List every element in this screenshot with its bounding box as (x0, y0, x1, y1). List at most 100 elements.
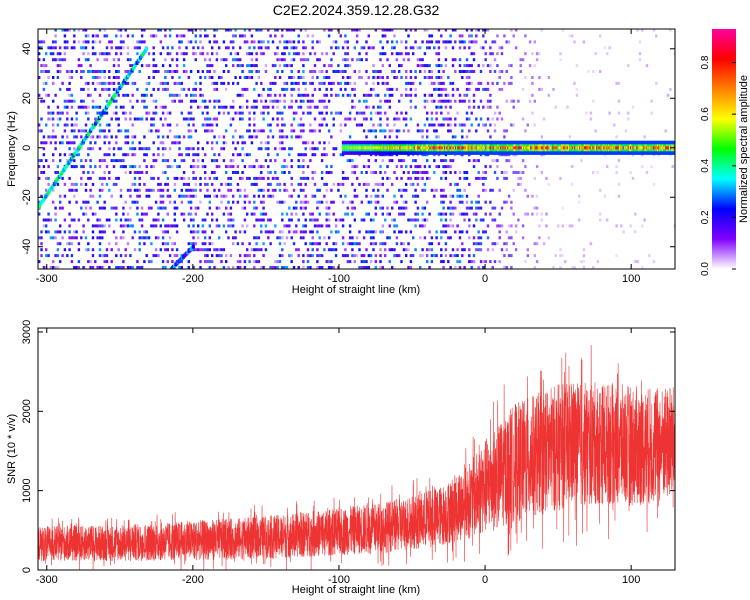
heatmap-cell (199, 87, 202, 91)
heatmap-cell (475, 248, 478, 252)
heatmap-cell (194, 40, 197, 44)
heatmap-cell (38, 176, 41, 180)
heatmap-cell (180, 159, 183, 163)
heatmap-cell (538, 76, 541, 79)
heatmap-cell (204, 260, 207, 264)
heatmap-cell (185, 70, 188, 73)
heatmap-cell (423, 182, 427, 186)
heatmap-cell (185, 147, 188, 151)
heatmap-cell (173, 135, 176, 139)
heatmap-cell (344, 176, 347, 180)
heatmap-cell (204, 248, 207, 252)
heatmap-cell (302, 40, 305, 44)
heatmap-cell (456, 87, 459, 91)
heatmap-cell (447, 76, 450, 79)
heatmap-cell (465, 171, 469, 174)
heatmap-cell (194, 81, 197, 85)
heatmap-cell (444, 165, 448, 169)
heatmap-cell (458, 58, 462, 62)
heatmap-cell (444, 40, 448, 44)
heatmap-cell (248, 135, 251, 139)
heatmap-cell (80, 159, 83, 163)
heatmap-cell (150, 188, 153, 192)
feature-line (514, 146, 517, 150)
heatmap-cell (63, 29, 67, 32)
heatmap-cell (208, 242, 211, 246)
feature-line (464, 146, 467, 150)
heatmap-cell (365, 260, 368, 264)
heatmap-cell (140, 93, 144, 97)
feature-line (440, 146, 443, 150)
heatmap-cell (288, 153, 291, 157)
heatmap-cell (510, 236, 513, 240)
heatmap-cell (402, 58, 406, 62)
heatmap-cell (150, 176, 153, 180)
heatmap-cell (351, 159, 354, 163)
heatmap-cell (493, 129, 497, 133)
heatmap-cell (173, 206, 176, 210)
heatmap-cell (98, 224, 102, 228)
heatmap-cell (327, 212, 331, 216)
heatmap-cell (617, 194, 621, 198)
heatmap-cell (426, 40, 429, 44)
heatmap-cell (218, 206, 221, 210)
heatmap-cell (297, 123, 300, 127)
heatmap-cell (281, 123, 284, 127)
heatmap-cell (360, 200, 363, 204)
feature-line (407, 146, 410, 150)
heatmap-cell (290, 40, 293, 44)
feature-line (587, 146, 590, 150)
heatmap-cell (84, 46, 88, 50)
heatmap-cell (225, 129, 228, 133)
heatmap-cell (281, 200, 284, 204)
heatmap-cell (344, 40, 347, 44)
heatmap-cell (108, 123, 111, 127)
heatmap-cell (292, 188, 296, 192)
heatmap-cell (337, 218, 340, 222)
heatmap-cell (351, 206, 354, 210)
heatmap-cell (405, 182, 408, 186)
heatmap-cell (524, 76, 527, 79)
heatmap-cell (512, 34, 515, 38)
heatmap-cell (395, 117, 399, 121)
heatmap-cell (262, 87, 265, 91)
heatmap-cell (362, 117, 366, 121)
heatmap-cell (557, 224, 560, 228)
heatmap-cell (91, 40, 95, 44)
heatmap-cell (369, 194, 373, 198)
heatmap-cell (143, 236, 146, 240)
heatmap-cell (330, 266, 333, 269)
heatmap-cell (290, 58, 293, 62)
heatmap-cell (278, 99, 282, 103)
heatmap-cell (351, 105, 354, 109)
heatmap-cell (423, 171, 427, 174)
heatmap-cell (126, 93, 130, 97)
heatmap-cell (262, 194, 265, 198)
heatmap-cell (166, 188, 169, 192)
heatmap-cell (634, 260, 637, 264)
heatmap-cell (103, 81, 106, 85)
heatmap-cell (351, 182, 354, 186)
heatmap-cell (257, 236, 261, 240)
heatmap-cell (440, 248, 443, 252)
heatmap-cell (194, 58, 197, 62)
heatmap-cell (138, 165, 141, 169)
heatmap-cell (229, 254, 233, 258)
heatmap-cell (458, 212, 462, 216)
heatmap-cell (491, 81, 494, 85)
heatmap-cell (398, 52, 401, 56)
heatmap-cell (540, 135, 543, 139)
heatmap-cell (461, 34, 464, 38)
heatmap-cell (124, 135, 127, 139)
heatmap-cell (444, 93, 448, 97)
heatmap-cell (262, 188, 265, 192)
heatmap-cell (180, 111, 183, 115)
heatmap-cell (185, 194, 188, 198)
heatmap-cell (201, 159, 204, 163)
heatmap-cell (103, 206, 106, 210)
heatmap-cell (327, 171, 331, 174)
heatmap-cell (178, 176, 181, 180)
heatmap-cell (267, 123, 270, 127)
snr-y-tick-label: 3000 (21, 320, 33, 344)
feature-line (349, 146, 352, 150)
